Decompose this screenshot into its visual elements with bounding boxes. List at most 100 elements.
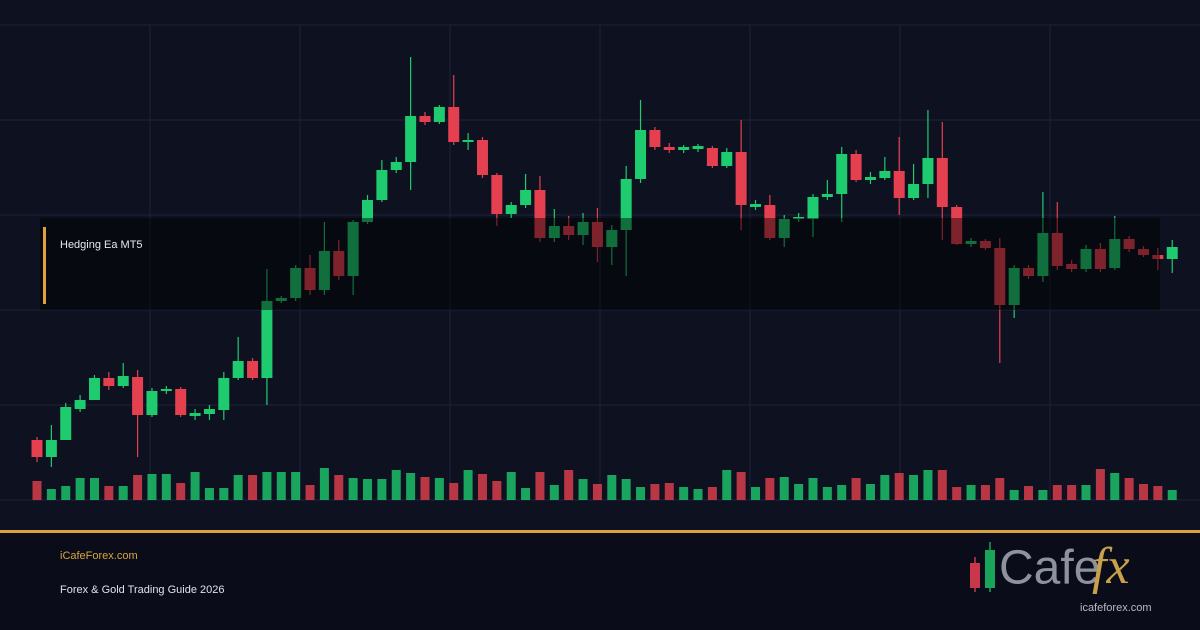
candle-body: [232, 361, 244, 378]
volume-bar: [1110, 473, 1120, 500]
candle-body: [908, 184, 920, 198]
candle-body: [979, 241, 991, 248]
candle-body: [146, 391, 158, 415]
volume-bar: [434, 478, 444, 500]
candle-body: [994, 248, 1006, 305]
candle-body: [721, 152, 733, 166]
volume-bar: [1124, 478, 1134, 500]
volume-bar: [578, 479, 588, 500]
volume-bar: [348, 478, 358, 500]
candle-body: [1051, 233, 1063, 266]
volume-bar: [147, 474, 157, 500]
volume-bar: [549, 485, 559, 500]
candle-body: [735, 152, 747, 205]
candle-body: [577, 222, 589, 235]
volume-bar: [463, 470, 473, 500]
candle-body: [1037, 233, 1049, 276]
volume-bar: [937, 470, 947, 500]
volume-bar: [449, 483, 459, 500]
candle-body: [476, 140, 488, 175]
volume-bar: [477, 474, 487, 500]
annotation-bar: [43, 227, 46, 304]
volume-bar: [995, 478, 1005, 500]
volume-bar: [1024, 486, 1034, 500]
candle-body: [649, 130, 661, 147]
volume-bar: [664, 483, 674, 500]
candle-body: [922, 158, 934, 184]
volume-bar: [61, 486, 71, 500]
footer-subtitle: Forex & Gold Trading Guide 2026: [60, 584, 224, 596]
volume-bar: [133, 475, 143, 500]
annotation-band: [40, 218, 1160, 310]
candle-body: [591, 222, 603, 247]
footer-site: iCafeForex.com: [60, 550, 138, 562]
candle-body: [807, 197, 819, 219]
logo-name: Cafe: [999, 542, 1100, 595]
candle-body: [678, 147, 690, 150]
volume-bar: [46, 489, 56, 500]
candle-body: [750, 204, 761, 207]
volume-bar: [1095, 469, 1105, 500]
candle-body: [45, 440, 57, 457]
volume-bar: [1138, 484, 1148, 500]
logo-icon: [970, 563, 980, 588]
candle-body: [1166, 247, 1178, 259]
candle-body: [261, 301, 273, 378]
candle-body: [290, 268, 302, 298]
candles: [31, 57, 1178, 500]
candle-body: [318, 251, 330, 290]
candle-body: [203, 409, 215, 414]
candle-body: [821, 194, 833, 197]
candle-body: [491, 175, 503, 214]
volume-bar: [506, 472, 516, 500]
volume-bar: [118, 486, 128, 500]
candle-body: [936, 158, 948, 207]
candle-body: [793, 217, 805, 219]
volume-bar: [736, 472, 746, 500]
candle-body: [520, 190, 532, 205]
volume-bar: [1052, 485, 1062, 500]
volume-bar: [966, 485, 976, 500]
candle-body: [1080, 249, 1092, 269]
volume-bar: [406, 473, 416, 500]
volume-bar: [894, 473, 904, 500]
logo: Cafe fx icafeforex.com: [970, 538, 1152, 614]
volume-bar: [1009, 490, 1019, 500]
candle-body: [117, 376, 129, 386]
volume-bar: [75, 478, 85, 500]
volume-bar: [880, 475, 890, 500]
volume-bar: [751, 487, 760, 500]
candle-body: [1152, 255, 1164, 259]
volume-bar: [851, 478, 861, 500]
candle-body: [189, 413, 201, 416]
volume-bar: [1038, 490, 1048, 500]
volume-bar: [204, 488, 214, 500]
volume-bar: [621, 479, 631, 500]
candle-body: [864, 177, 876, 180]
volume-bar: [1153, 486, 1163, 500]
volume-bar: [248, 475, 258, 500]
volume-bar: [636, 487, 646, 500]
candle-body: [850, 154, 862, 180]
candle-body: [1123, 239, 1135, 249]
candle-body: [448, 107, 460, 142]
volume-bar: [1167, 490, 1177, 500]
candle-body: [347, 222, 359, 276]
volume-bar: [693, 489, 703, 500]
volume-bar: [923, 470, 933, 500]
volume-bar: [391, 470, 401, 500]
candle-body: [433, 107, 445, 122]
candle-body: [333, 251, 345, 276]
footer-background: [0, 533, 1200, 630]
candle-body: [275, 298, 287, 301]
volume-bar: [980, 485, 990, 500]
candle-body: [419, 116, 431, 122]
candle-body: [376, 170, 388, 200]
candle-body: [132, 377, 144, 415]
volume-bar: [765, 478, 775, 500]
volume-bar: [1067, 485, 1077, 500]
candle-body: [879, 171, 891, 178]
volume-bar: [262, 472, 272, 500]
candle-body: [606, 230, 618, 247]
